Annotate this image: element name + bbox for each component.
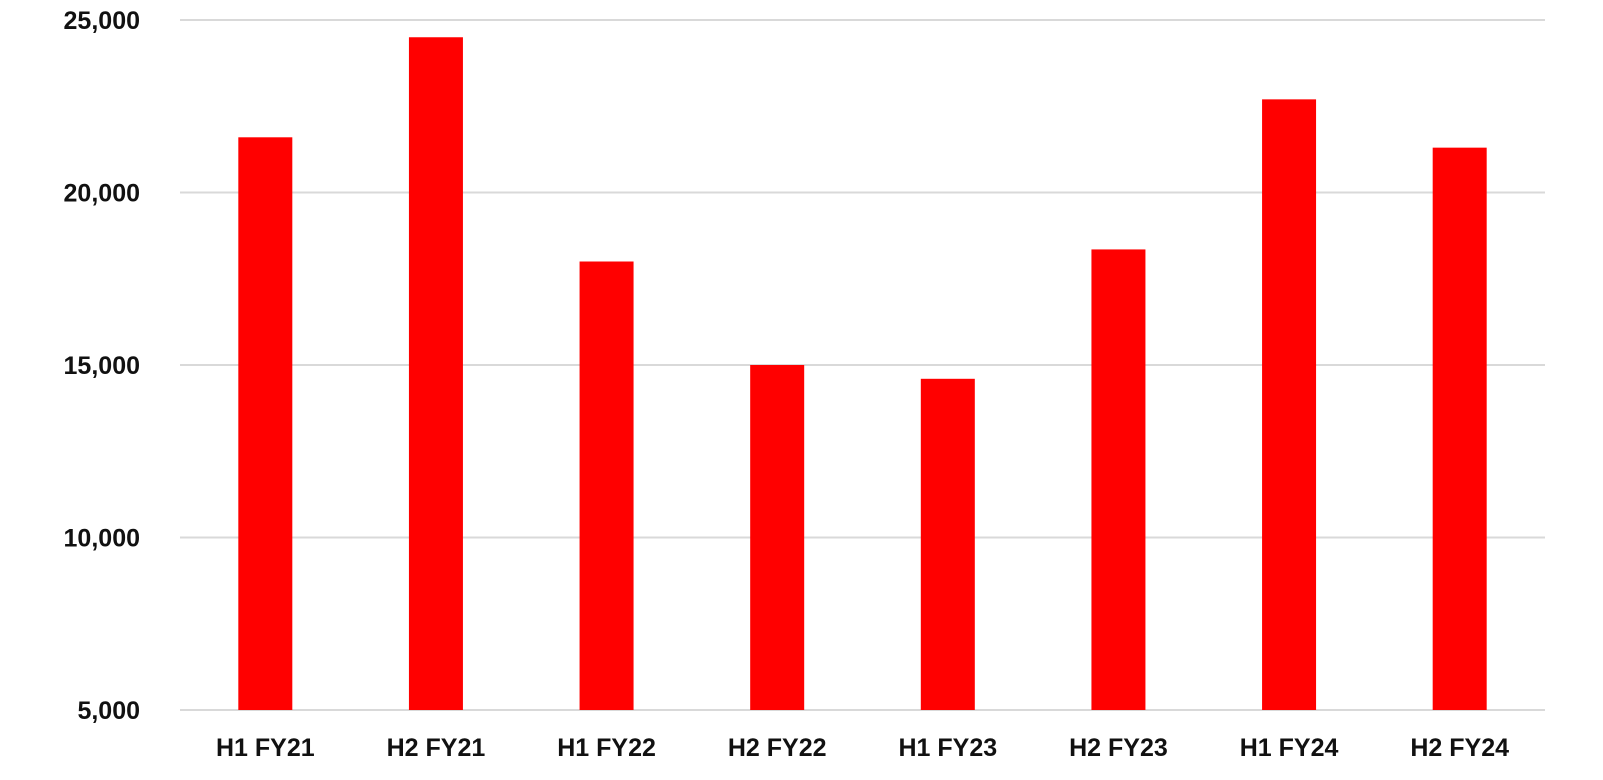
x-category-label: H1 FY21 (216, 734, 315, 762)
bar (579, 261, 634, 710)
bar (920, 378, 975, 710)
bar (750, 365, 805, 710)
x-category-label: H2 FY24 (1410, 734, 1509, 762)
bars (238, 37, 1487, 711)
y-tick-label: 25,000 (64, 7, 140, 35)
x-category-label: H1 FY22 (557, 734, 656, 762)
y-axis-tick-labels: 5,000 10,000 15,000 20,000 25,000 (64, 7, 140, 725)
x-category-label: H2 FY21 (387, 734, 486, 762)
x-category-label: H1 FY23 (898, 734, 997, 762)
bar (408, 37, 463, 710)
x-axis-category-labels: H1 FY21 H2 FY21 H1 FY22 H2 FY22 H1 FY23 H2 FY… (216, 734, 1509, 762)
x-category-label: H2 FY23 (1069, 734, 1168, 762)
x-category-label: H2 FY22 (728, 734, 827, 762)
y-tick-label: 20,000 (64, 180, 140, 208)
y-tick-label: 15,000 (64, 352, 140, 380)
y-tick-label: 10,000 (64, 525, 140, 553)
bar (1432, 147, 1487, 710)
gridlines (180, 19, 1545, 711)
bar (238, 137, 293, 711)
x-category-label: H1 FY24 (1240, 734, 1339, 762)
bar (1091, 249, 1146, 711)
y-tick-label: 5,000 (77, 697, 140, 725)
bar (1262, 99, 1317, 711)
